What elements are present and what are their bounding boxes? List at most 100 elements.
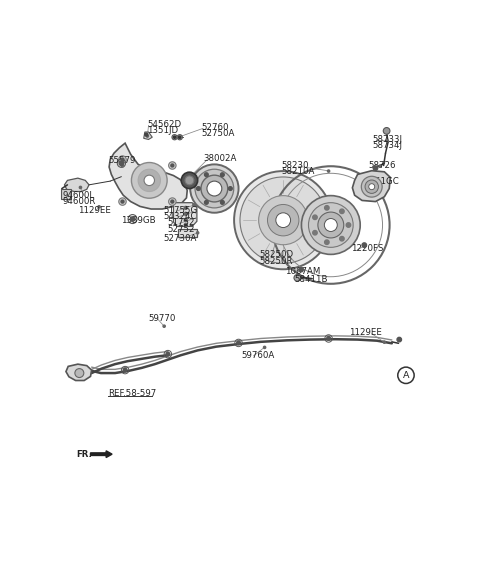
Circle shape — [138, 169, 160, 191]
Circle shape — [340, 209, 344, 214]
Circle shape — [379, 165, 381, 167]
Polygon shape — [173, 203, 197, 227]
Circle shape — [204, 201, 208, 204]
Circle shape — [373, 166, 378, 170]
Circle shape — [346, 223, 351, 227]
Circle shape — [220, 201, 224, 204]
Text: 54562D: 54562D — [147, 120, 181, 129]
Circle shape — [189, 176, 192, 178]
Circle shape — [177, 134, 182, 140]
Circle shape — [168, 162, 176, 169]
Text: 58210A: 58210A — [281, 167, 315, 176]
Circle shape — [386, 140, 388, 142]
Circle shape — [313, 215, 317, 220]
Text: 1067AM: 1067AM — [285, 266, 321, 276]
Circle shape — [184, 219, 187, 222]
Circle shape — [369, 184, 375, 190]
Circle shape — [294, 275, 300, 281]
Text: 51752: 51752 — [168, 218, 195, 227]
Circle shape — [132, 163, 167, 198]
Circle shape — [119, 156, 126, 163]
Circle shape — [190, 164, 239, 212]
Text: 1351JD: 1351JD — [147, 126, 179, 136]
Circle shape — [196, 187, 200, 190]
Circle shape — [119, 161, 124, 166]
Bar — [61, 188, 71, 199]
Circle shape — [130, 217, 135, 221]
Circle shape — [234, 171, 332, 269]
Circle shape — [324, 205, 329, 210]
Circle shape — [301, 195, 360, 254]
Text: 58726: 58726 — [369, 161, 396, 170]
Circle shape — [145, 133, 148, 136]
Circle shape — [220, 173, 224, 177]
Polygon shape — [109, 143, 187, 209]
Circle shape — [365, 180, 378, 193]
Text: 51755G: 51755G — [163, 205, 198, 215]
Text: 52752: 52752 — [168, 225, 195, 234]
Circle shape — [324, 218, 337, 231]
Polygon shape — [64, 178, 89, 191]
Circle shape — [397, 338, 401, 342]
Circle shape — [195, 169, 234, 208]
Circle shape — [177, 136, 180, 139]
Circle shape — [184, 207, 187, 210]
Circle shape — [123, 368, 127, 372]
Text: 58250D: 58250D — [259, 250, 293, 259]
Circle shape — [79, 186, 82, 188]
Polygon shape — [144, 132, 152, 140]
Circle shape — [173, 136, 176, 139]
Text: FR.: FR. — [77, 450, 93, 458]
FancyArrow shape — [91, 451, 112, 457]
Circle shape — [172, 134, 177, 140]
Circle shape — [179, 136, 181, 139]
Text: 58411B: 58411B — [294, 275, 328, 284]
Circle shape — [259, 195, 308, 245]
Text: 58734J: 58734J — [372, 141, 402, 150]
Circle shape — [324, 240, 329, 244]
Text: 58230: 58230 — [281, 161, 309, 170]
Circle shape — [121, 158, 124, 161]
Circle shape — [299, 268, 303, 272]
Circle shape — [327, 336, 330, 340]
Text: 52730A: 52730A — [163, 234, 197, 243]
Circle shape — [171, 164, 174, 167]
Circle shape — [166, 352, 170, 356]
Circle shape — [372, 186, 373, 188]
Circle shape — [181, 172, 198, 188]
Text: 38002A: 38002A — [203, 154, 237, 163]
Circle shape — [168, 198, 176, 205]
Text: 58733J: 58733J — [372, 135, 402, 144]
Text: 52760: 52760 — [202, 123, 229, 131]
Polygon shape — [66, 364, 92, 380]
Circle shape — [313, 231, 317, 235]
Circle shape — [361, 176, 382, 197]
Text: 55579: 55579 — [108, 156, 136, 165]
Text: 1129EE: 1129EE — [349, 328, 382, 338]
Circle shape — [201, 175, 228, 202]
Text: 1220FS: 1220FS — [351, 244, 383, 254]
Circle shape — [267, 204, 299, 236]
Circle shape — [362, 243, 367, 247]
Circle shape — [184, 224, 187, 227]
Circle shape — [340, 237, 344, 241]
Text: 54324C: 54324C — [163, 212, 197, 221]
Circle shape — [277, 231, 280, 233]
Circle shape — [204, 173, 208, 177]
Circle shape — [144, 175, 155, 185]
Circle shape — [121, 200, 124, 203]
Circle shape — [383, 341, 385, 343]
Circle shape — [318, 212, 344, 238]
Circle shape — [228, 187, 232, 190]
Circle shape — [119, 198, 126, 205]
Text: 59770: 59770 — [148, 313, 176, 322]
Circle shape — [146, 135, 148, 137]
Text: 1751GC: 1751GC — [364, 177, 399, 186]
Circle shape — [185, 176, 194, 185]
Circle shape — [171, 200, 174, 203]
Polygon shape — [352, 171, 390, 201]
Text: 94600L: 94600L — [63, 191, 95, 200]
Circle shape — [121, 165, 124, 167]
Text: 58250R: 58250R — [259, 257, 292, 265]
Circle shape — [163, 325, 165, 328]
